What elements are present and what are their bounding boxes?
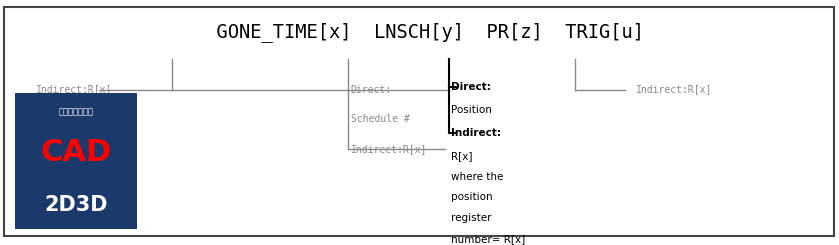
Text: Indirect:R[x]: Indirect:R[x] <box>636 84 712 94</box>
FancyBboxPatch shape <box>15 93 137 229</box>
Text: CAD: CAD <box>40 138 112 167</box>
Text: R[x]: R[x] <box>451 151 473 161</box>
Text: position: position <box>451 193 493 202</box>
Text: number= R[x]: number= R[x] <box>451 234 525 244</box>
Text: Schedule #: Schedule # <box>351 114 409 124</box>
Text: Indirect:: Indirect: <box>451 128 502 138</box>
Text: Position: Position <box>451 105 492 115</box>
Text: where the: where the <box>451 172 503 182</box>
Text: register: register <box>451 213 492 223</box>
Text: Direct:: Direct: <box>451 82 492 92</box>
Text: 工业自动化专家: 工业自动化专家 <box>59 107 93 116</box>
Text: Indirect:R[x]: Indirect:R[x] <box>36 84 112 94</box>
Text: 2D3D: 2D3D <box>44 195 107 215</box>
Text: GONE_TIME[x]  LNSCH[y]  PR[z]  TRIG[u]: GONE_TIME[x] LNSCH[y] PR[z] TRIG[u] <box>195 22 644 42</box>
Text: Indirect:R[x]: Indirect:R[x] <box>351 144 427 154</box>
Text: Direct:: Direct: <box>351 85 392 95</box>
